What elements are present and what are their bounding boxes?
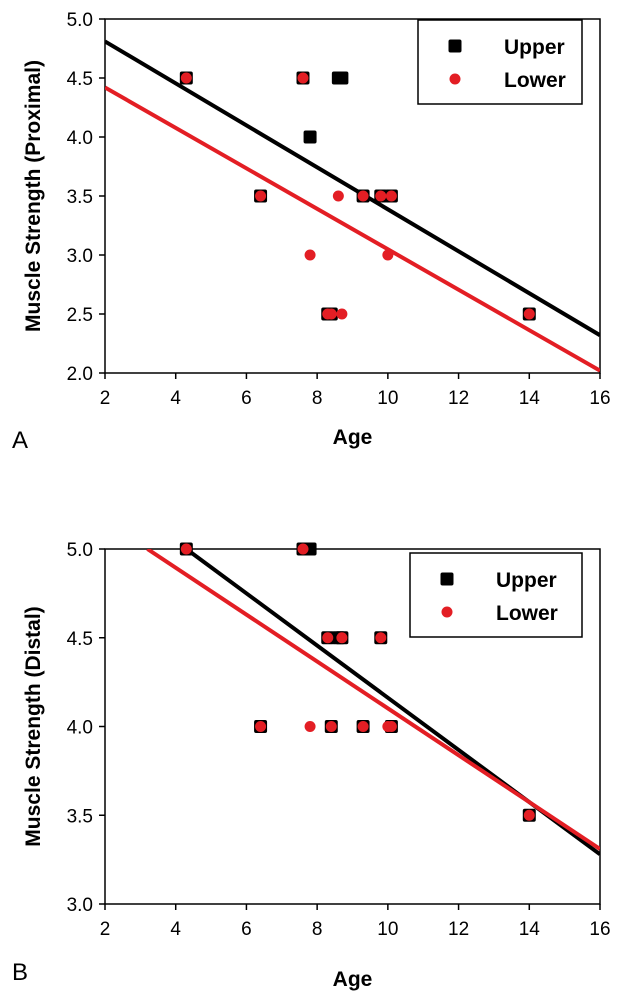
y-tick-label: 3.0 [67, 895, 93, 916]
legend-label-lower: Lower [504, 69, 566, 92]
data-point-lower [255, 721, 267, 732]
y-axis-title: Muscle Strength (Distal) [22, 606, 45, 846]
data-point-upper [303, 130, 317, 144]
legend-label-upper: Upper [496, 569, 557, 592]
data-point-lower [375, 190, 387, 202]
legend-marker-lower [441, 606, 453, 618]
trend-line-upper [105, 39, 600, 337]
y-tick-label: 3.0 [67, 246, 93, 267]
data-point-lower [523, 308, 535, 320]
y-tick-label: 4.0 [67, 128, 93, 149]
y-tick-label: 2.5 [67, 305, 93, 326]
legend-label-upper: Upper [504, 36, 565, 59]
panel-a-proximal-strength-chart: 2 4 6 8 10 12 14 16 2.0 2.5 3.0 3.5 4.0 4.5 5.0 Age Musc… [12, 10, 611, 454]
data-point-lower [180, 543, 192, 555]
panel-label: A [12, 427, 28, 454]
data-point-lower [332, 190, 344, 202]
data-point-lower [375, 632, 387, 644]
x-tick-label: 2 [100, 919, 111, 940]
data-point-lower [385, 721, 397, 732]
data-point-lower [523, 809, 535, 821]
y-tick-label: 2.0 [67, 364, 93, 385]
data-point-lower [255, 190, 267, 202]
data-point-lower [297, 543, 309, 555]
x-tick-label: 8 [312, 919, 323, 940]
data-point-lower [336, 632, 348, 644]
data-point-lower [180, 72, 192, 84]
data-point-lower [357, 190, 369, 202]
legend-box [417, 19, 583, 105]
x-tick-label: 10 [377, 919, 398, 940]
data-point-lower [304, 721, 316, 732]
data-point-lower [357, 721, 369, 732]
legend-marker-upper [448, 39, 462, 53]
legend: Upper Lower [417, 19, 583, 105]
y-tick-label: 4.5 [67, 629, 93, 650]
data-point-upper [335, 71, 349, 85]
x-tick-label: 6 [241, 919, 252, 940]
panel-label: B [12, 959, 28, 986]
x-axis-title: Age [333, 426, 373, 449]
legend-box [409, 552, 583, 638]
x-tick-label: 14 [519, 388, 541, 409]
data-point-lower [322, 632, 334, 644]
y-tick-label: 4.0 [67, 718, 93, 739]
legend-marker-upper [440, 572, 454, 586]
x-tick-label: 4 [170, 919, 181, 940]
trend-line-lower [105, 85, 600, 373]
y-tick-label: 5.0 [67, 10, 93, 31]
x-tick-label: 12 [448, 388, 469, 409]
x-tick-label: 16 [589, 388, 610, 409]
y-axis-title: Muscle Strength (Proximal) [22, 60, 45, 332]
y-tick-label: 5.0 [67, 540, 93, 561]
x-axis-title: Age [333, 968, 373, 991]
y-tick-label: 3.5 [67, 187, 93, 208]
x-tick-label: 12 [448, 919, 469, 940]
data-point-lower [325, 721, 337, 732]
legend-label-lower: Lower [496, 602, 558, 625]
x-tick-label: 14 [519, 919, 541, 940]
data-point-lower [297, 72, 309, 84]
x-tick-label: 10 [377, 388, 398, 409]
y-tick-label: 3.5 [67, 806, 93, 827]
data-point-lower [385, 190, 397, 202]
data-point-lower [325, 308, 337, 320]
legend: Upper Lower [409, 552, 583, 638]
x-tick-label: 8 [312, 388, 323, 409]
x-tick-label: 2 [100, 388, 111, 409]
y-tick-label: 4.5 [67, 69, 93, 90]
x-tick-label: 6 [241, 388, 252, 409]
x-tick-label: 4 [170, 388, 181, 409]
data-point-lower [304, 249, 316, 261]
legend-marker-lower [449, 73, 461, 85]
data-point-lower [336, 308, 348, 320]
data-point-lower [382, 249, 394, 261]
trend-line-lower [146, 549, 600, 851]
x-tick-label: 16 [589, 919, 610, 940]
panel-b-distal-strength-chart: 2 4 6 8 10 12 14 16 3.0 3.5 4.0 4.5 5.0 Age Muscle Str… [12, 540, 611, 991]
